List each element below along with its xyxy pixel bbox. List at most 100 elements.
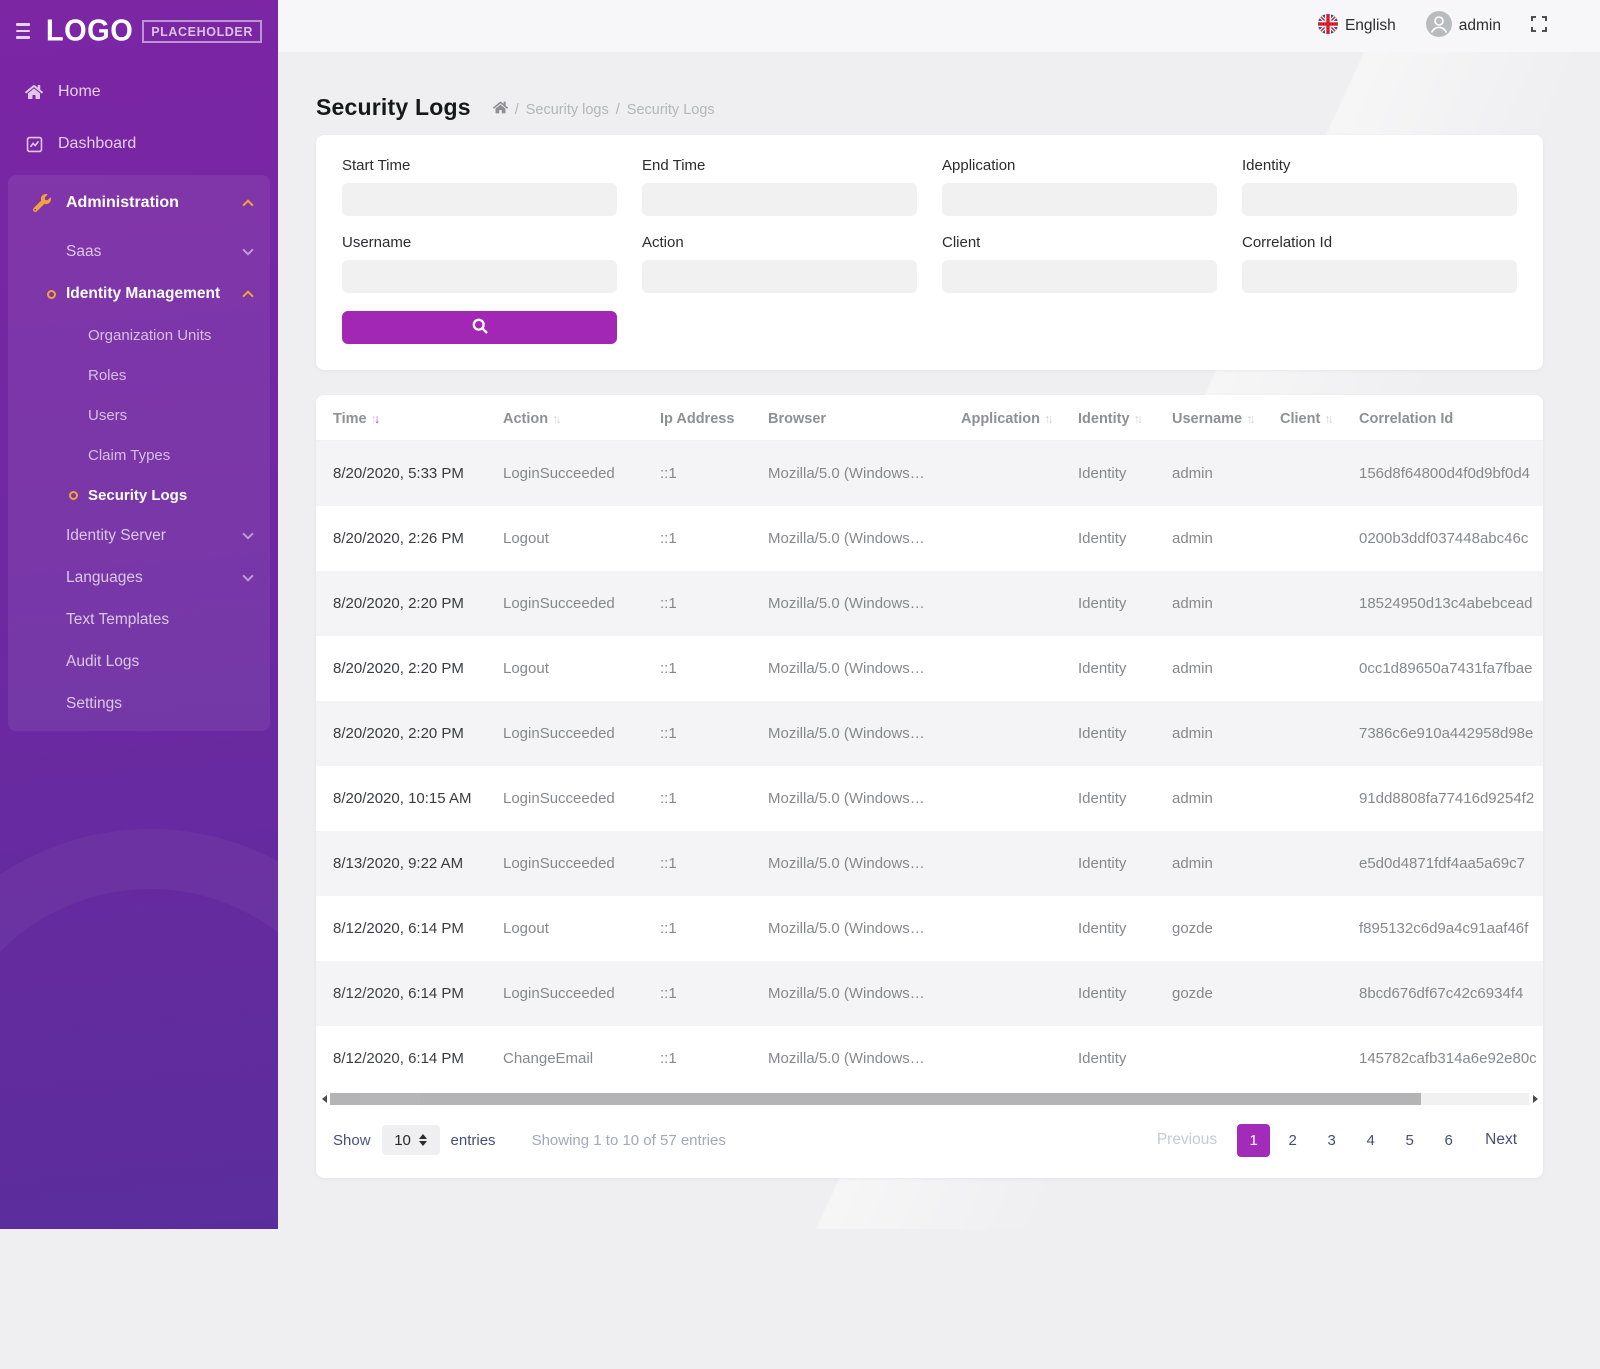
sort-icons: ↑ ↓ <box>1246 412 1256 426</box>
cell-browser: Mozilla/5.0 (Windows… <box>768 984 925 1002</box>
start-time-input[interactable] <box>342 183 617 216</box>
page-button-6[interactable]: 6 <box>1444 1131 1453 1149</box>
sidebar-item-languages[interactable]: Languages <box>8 557 270 599</box>
horizontal-scrollbar <box>318 1092 1541 1107</box>
column-header-client[interactable]: Client ↑ ↓ <box>1263 395 1342 441</box>
end-time-input[interactable] <box>642 183 917 216</box>
filter-field-username: Username <box>342 234 617 293</box>
sidebar-item-label: Languages <box>66 569 143 586</box>
cell-action: LoginSucceeded <box>503 984 615 1002</box>
sidebar-item-identity-management[interactable]: Identity Management <box>8 273 270 315</box>
table-row: 8/20/2020, 2:20 PM Logout::1 Mozilla/5.0 (… <box>316 635 1543 701</box>
scrollbar-track[interactable] <box>330 1093 1529 1105</box>
sort-desc-icon: ↓ <box>1047 412 1054 426</box>
column-label: Ip Address <box>660 411 735 427</box>
breadcrumb-link[interactable]: Security logs <box>525 101 609 118</box>
cell-username: admin <box>1172 529 1213 547</box>
cell-client <box>1263 571 1342 636</box>
column-header-application[interactable]: Application ↑ ↓ <box>944 395 1061 441</box>
sidebar-item-dashboard[interactable]: Dashboard <box>0 118 278 170</box>
page-button-2[interactable]: 2 <box>1288 1131 1297 1149</box>
previous-page-button[interactable]: Previous <box>1156 1131 1218 1148</box>
cell-action: LoginSucceeded <box>503 789 615 807</box>
filter-panel: Start Time End Time Application Identity Use… <box>316 135 1543 370</box>
active-bullet-icon <box>47 289 56 299</box>
cell-application <box>944 766 1061 831</box>
sort-icons: ↑ ↓ <box>371 412 381 426</box>
sidebar-item-saas[interactable]: Saas <box>8 231 270 273</box>
sidebar-item-label: Organization Units <box>88 326 212 344</box>
cell-client <box>1263 896 1342 961</box>
filter-field-application: Application <box>942 157 1217 216</box>
sidebar-item-users[interactable]: Users <box>8 395 270 435</box>
column-header-browser: Browser <box>751 395 944 441</box>
cell-ip: ::1 <box>660 1049 677 1067</box>
cell-ip: ::1 <box>660 594 677 612</box>
sidebar-item-claim-types[interactable]: Claim Types <box>8 435 270 475</box>
application-input[interactable] <box>942 183 1217 216</box>
scroll-right-button[interactable] <box>1529 1093 1541 1105</box>
sidebar-item-settings[interactable]: Settings <box>8 683 270 725</box>
cell-time: 8/20/2020, 2:20 PM <box>333 659 464 677</box>
sidebar-item-label: Roles <box>88 366 127 384</box>
menu-toggle-icon[interactable] <box>16 23 30 39</box>
cell-username: admin <box>1172 854 1213 872</box>
cell-username: admin <box>1172 724 1213 742</box>
filter-label: End Time <box>642 157 706 174</box>
column-header-time[interactable]: Time ↑ ↓ <box>316 395 486 441</box>
table-scroll-area: Time ↑ ↓ Action ↑ ↓ Ip Address Browser Applicati… <box>316 395 1543 1091</box>
cell-client <box>1263 1026 1342 1091</box>
column-header-username[interactable]: Username ↑ ↓ <box>1155 395 1263 441</box>
sidebar-item-roles[interactable]: Roles <box>8 355 270 395</box>
cell-application <box>944 701 1061 766</box>
action-input[interactable] <box>642 260 917 293</box>
cell-action: LoginSucceeded <box>503 854 615 872</box>
cell-time: 8/20/2020, 2:20 PM <box>333 724 464 742</box>
page-button-4[interactable]: 4 <box>1366 1131 1375 1149</box>
sidebar-item-audit-logs[interactable]: Audit Logs <box>8 641 270 683</box>
user-menu[interactable]: admin <box>1425 10 1501 42</box>
cell-browser: Mozilla/5.0 (Windows… <box>768 594 925 612</box>
breadcrumb-home-icon[interactable] <box>492 100 508 119</box>
filter-field-identity: Identity <box>1242 157 1517 216</box>
sidebar-item-organization-units[interactable]: Organization Units <box>8 315 270 355</box>
sidebar-item-label: Dashboard <box>58 135 137 152</box>
sort-desc-icon: ↓ <box>1249 412 1256 426</box>
filter-field-action: Action <box>642 234 917 293</box>
cell-identity: Identity <box>1078 464 1127 482</box>
table-row: 8/13/2020, 9:22 AM LoginSucceeded::1 Mozil… <box>316 830 1543 896</box>
table-body: 8/20/2020, 5:33 PM LoginSucceeded::1 Mozil… <box>316 440 1543 1091</box>
column-header-identity[interactable]: Identity ↑ ↓ <box>1061 395 1155 441</box>
sidebar-item-security-logs[interactable]: Security Logs <box>8 475 270 515</box>
search-button[interactable] <box>342 311 617 344</box>
sort-desc-icon: ↓ <box>1327 412 1335 426</box>
sidebar-item-administration[interactable]: Administration <box>8 175 270 231</box>
client-input[interactable] <box>942 260 1217 293</box>
cell-correlation_id: 145782cafb314a6e92e80c <box>1359 1049 1537 1067</box>
sidebar-item-label: Claim Types <box>88 446 171 464</box>
page-button-1[interactable]: 1 <box>1237 1123 1271 1157</box>
cell-action: Logout <box>503 529 549 547</box>
correlation-id-input[interactable] <box>1242 260 1517 293</box>
username-input[interactable] <box>342 260 617 293</box>
sort-icons: ↑ ↓ <box>1324 412 1335 426</box>
cell-time: 8/12/2020, 6:14 PM <box>333 919 464 937</box>
scrollbar-thumb[interactable] <box>330 1093 1422 1105</box>
next-page-button[interactable]: Next <box>1485 1131 1517 1148</box>
identity-input[interactable] <box>1242 183 1517 216</box>
language-selector[interactable]: English <box>1317 13 1396 39</box>
page-header: Security Logs / Security logs / Security… <box>316 94 1543 121</box>
sort-desc-icon: ↓ <box>373 412 381 426</box>
sidebar-item-home[interactable]: Home <box>0 66 278 118</box>
column-label: Browser <box>768 411 827 427</box>
page-button-3[interactable]: 3 <box>1327 1131 1336 1149</box>
cell-username <box>1155 1026 1263 1091</box>
filter-field-end-time: End Time <box>642 157 917 216</box>
fullscreen-icon[interactable] <box>1531 15 1547 37</box>
column-header-action[interactable]: Action ↑ ↓ <box>486 395 643 441</box>
page-button-5[interactable]: 5 <box>1405 1131 1414 1149</box>
cell-time: 8/20/2020, 10:15 AM <box>333 789 472 807</box>
cell-identity: Identity <box>1078 984 1127 1002</box>
sidebar-item-text-templates[interactable]: Text Templates <box>8 599 270 641</box>
sidebar-item-identity-server[interactable]: Identity Server <box>8 515 270 557</box>
